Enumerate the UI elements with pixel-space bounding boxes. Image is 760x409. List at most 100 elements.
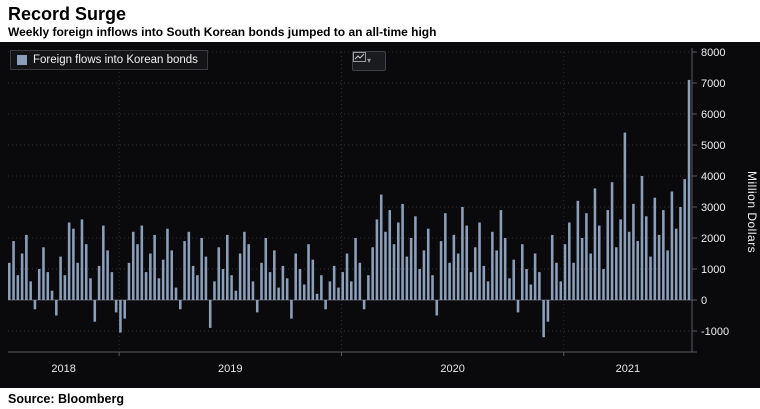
bar <box>136 244 139 300</box>
bar <box>679 207 682 300</box>
bar <box>384 231 387 300</box>
plot-area: -1000 0 1000 2000 3000 4000 5000 6000 7000 8000 20… <box>0 42 760 388</box>
bar <box>174 287 178 300</box>
source-bar: Source: Bloomberg <box>0 388 760 409</box>
bar <box>337 287 340 300</box>
bar <box>294 253 297 300</box>
bar <box>623 132 627 300</box>
bar <box>525 269 528 300</box>
bar <box>563 244 567 300</box>
bar <box>397 222 400 300</box>
bar <box>238 253 242 300</box>
bar <box>452 234 456 300</box>
bar <box>486 281 490 300</box>
bar <box>362 300 366 310</box>
bar-chart: -1000 0 1000 2000 3000 4000 5000 6000 7000 8000 20… <box>8 47 729 375</box>
bar <box>166 228 169 300</box>
bar <box>20 253 24 300</box>
bar <box>491 231 494 300</box>
bar <box>409 238 413 300</box>
bar <box>499 210 503 300</box>
bar <box>268 272 272 300</box>
bar <box>508 278 511 300</box>
bar <box>123 300 126 319</box>
bar <box>247 244 250 300</box>
legend-label: Foreign flows into Korean bonds <box>33 54 198 66</box>
bar <box>610 182 614 300</box>
bar <box>196 275 199 300</box>
bar <box>281 265 285 300</box>
bar <box>559 281 563 300</box>
bar <box>657 234 661 300</box>
chevron-down-icon: ▾ <box>366 56 371 65</box>
bar <box>33 300 37 310</box>
bar <box>444 213 447 300</box>
chart-type-button[interactable]: ▾ <box>352 51 386 71</box>
bar <box>131 231 135 300</box>
bar <box>478 222 481 300</box>
page-title: Record Surge <box>8 4 127 24</box>
y-tick-label: 1000 <box>701 264 725 276</box>
bar <box>55 300 58 316</box>
bar <box>593 188 597 300</box>
bar <box>580 238 584 300</box>
bar <box>307 244 310 300</box>
bar <box>97 265 101 300</box>
legend-swatch <box>17 55 27 65</box>
y-tick-label: 3000 <box>701 202 725 214</box>
bar <box>674 228 678 300</box>
bar <box>80 219 84 300</box>
bar <box>418 269 421 300</box>
bar <box>341 272 345 300</box>
bar <box>59 256 62 300</box>
bar <box>619 219 622 300</box>
bar <box>170 250 174 300</box>
bar <box>302 284 306 300</box>
bar <box>217 247 221 300</box>
bar <box>12 241 15 300</box>
legend-item[interactable]: Foreign flows into Korean bonds <box>10 50 208 70</box>
bar <box>644 216 648 300</box>
bar <box>127 262 131 300</box>
bar <box>260 262 263 300</box>
bar <box>585 213 588 300</box>
y-tick-label: -1000 <box>701 326 729 338</box>
bar <box>285 278 289 300</box>
bar <box>405 256 409 300</box>
source-text: Source: Bloomberg <box>8 391 124 406</box>
chart-header: Record Surge Weekly foreign inflows into… <box>0 0 760 42</box>
bar <box>345 253 349 300</box>
bar <box>589 253 592 300</box>
bar <box>332 265 336 300</box>
x-tick-label: 2020 <box>440 363 464 375</box>
bar <box>653 197 657 300</box>
bar <box>255 300 259 313</box>
bar <box>670 191 674 300</box>
bar <box>495 250 498 300</box>
bar <box>93 300 97 322</box>
bar <box>29 281 32 300</box>
bar <box>153 234 156 300</box>
bar <box>572 262 575 300</box>
bar <box>550 234 554 300</box>
bar <box>76 262 79 300</box>
bar <box>243 231 246 300</box>
bar <box>597 225 601 300</box>
bar <box>379 194 383 300</box>
bar <box>687 79 691 301</box>
bar <box>606 210 610 300</box>
bar <box>529 284 533 300</box>
bar <box>516 300 520 313</box>
bar <box>538 272 541 300</box>
bar <box>110 272 114 300</box>
bar <box>375 219 379 300</box>
x-tick-label: 2021 <box>616 363 640 375</box>
y-tick-label: 5000 <box>701 140 725 152</box>
bar <box>456 253 460 300</box>
bar <box>63 275 67 300</box>
bar <box>367 275 370 300</box>
bar <box>264 238 268 300</box>
bar <box>662 210 665 300</box>
bar <box>568 222 571 300</box>
bar <box>542 300 545 338</box>
